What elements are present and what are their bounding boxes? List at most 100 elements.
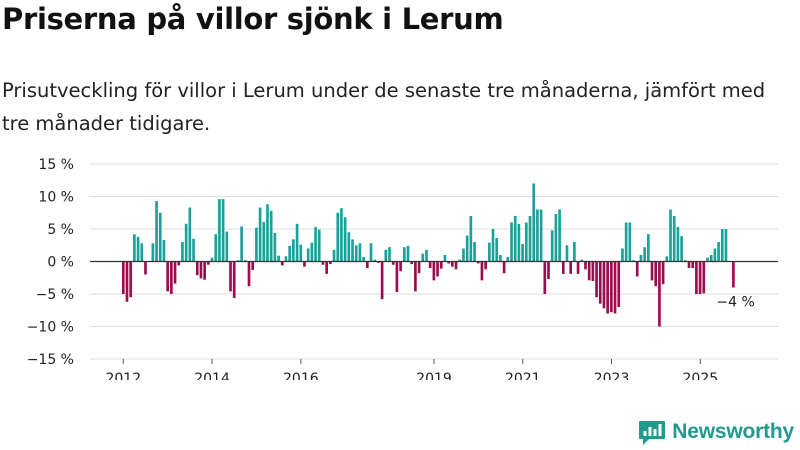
bar — [473, 242, 476, 262]
bar — [569, 261, 573, 274]
bar — [543, 261, 547, 294]
bar — [262, 221, 266, 262]
bar — [343, 217, 347, 262]
bar — [321, 261, 325, 265]
bar — [410, 261, 414, 265]
bar — [266, 204, 269, 262]
bar — [347, 232, 351, 262]
bar — [380, 261, 384, 300]
bar — [207, 261, 210, 265]
bar — [536, 209, 539, 262]
bar — [277, 255, 280, 262]
bar — [443, 255, 447, 262]
bar — [654, 261, 658, 287]
bar — [550, 230, 554, 262]
bar — [491, 229, 495, 262]
bar — [288, 245, 291, 262]
bar — [406, 245, 410, 262]
bar — [236, 260, 240, 262]
bar — [447, 261, 450, 264]
bar — [255, 227, 258, 262]
bar — [669, 209, 672, 262]
bar — [635, 261, 639, 277]
bar — [436, 261, 439, 277]
x-tick-label: 2025 — [683, 371, 719, 380]
bar — [451, 261, 454, 267]
bar — [365, 261, 369, 268]
bar — [421, 253, 425, 262]
bar — [528, 216, 532, 262]
bar — [203, 261, 206, 280]
bar — [280, 261, 284, 266]
bar — [643, 247, 646, 262]
bar — [369, 243, 373, 262]
bar — [539, 209, 543, 262]
bar — [717, 242, 720, 262]
bar — [720, 229, 724, 262]
bar — [506, 256, 510, 262]
bar — [292, 239, 295, 262]
bar — [724, 229, 728, 262]
bar — [624, 222, 628, 262]
bar — [558, 209, 561, 262]
bar — [170, 261, 173, 294]
bar — [524, 222, 528, 262]
bar — [547, 261, 550, 280]
y-tick-label: −10 % — [27, 320, 74, 336]
bar — [591, 261, 595, 281]
chart-title: Priserna på villor sjönk i Lerum — [2, 2, 504, 36]
bar — [691, 261, 695, 268]
bar — [469, 216, 473, 262]
y-tick-label: 5 % — [47, 222, 74, 238]
bar — [480, 261, 484, 281]
bar — [240, 226, 243, 262]
bar — [243, 260, 247, 262]
bar — [628, 222, 632, 262]
bar — [199, 261, 203, 279]
bar — [706, 257, 709, 262]
bar — [273, 232, 277, 262]
bar — [414, 261, 417, 292]
brand: Newsworthy — [637, 417, 794, 447]
bar — [399, 261, 402, 272]
bar — [602, 261, 606, 309]
bar — [683, 260, 687, 262]
bar — [517, 223, 521, 262]
bar — [610, 261, 613, 313]
bar — [425, 249, 428, 262]
y-tick-label: −5 % — [36, 287, 74, 303]
bar — [462, 248, 465, 262]
bar — [373, 259, 377, 262]
bar — [658, 261, 661, 327]
y-tick-label: −15 % — [27, 352, 74, 368]
bar — [192, 238, 195, 262]
bar — [680, 236, 683, 262]
bar — [218, 199, 221, 262]
latest-value-label: −4 % — [716, 295, 754, 311]
bar — [336, 212, 340, 262]
bar — [210, 257, 214, 262]
bar — [129, 261, 133, 298]
bar — [351, 239, 354, 262]
bar — [377, 261, 380, 263]
brand-name: Newsworthy — [672, 420, 794, 443]
bars — [121, 183, 735, 327]
bar — [221, 199, 225, 262]
bar — [188, 207, 192, 262]
bar — [554, 214, 558, 262]
bar — [362, 256, 365, 262]
labels: 15 % 10 % 5 % 0 % −5 % −10 % −15 % 2012 2014 2016… — [27, 157, 755, 380]
bar — [269, 210, 273, 262]
bar — [284, 256, 288, 262]
bar-chart: 15 % 10 % 5 % 0 % −5 % −10 % −15 % 2012 2014 2016… — [27, 157, 778, 380]
bar — [140, 243, 144, 262]
bar — [166, 261, 169, 292]
bar — [177, 261, 181, 266]
bar — [676, 227, 680, 262]
bar — [632, 260, 635, 262]
bar — [310, 242, 314, 262]
bar — [650, 261, 654, 281]
bar — [432, 261, 436, 281]
bar — [661, 261, 665, 285]
bar — [521, 243, 524, 262]
